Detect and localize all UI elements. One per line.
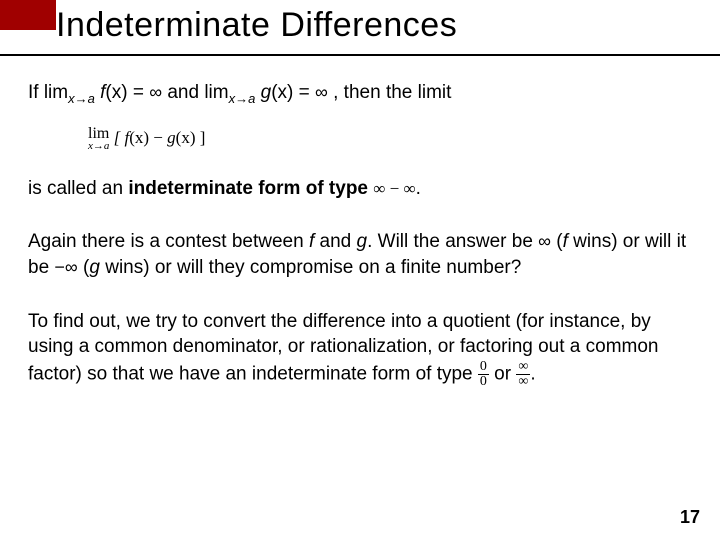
text: wins) or will they compromise on a finit… bbox=[100, 257, 521, 278]
text: ( bbox=[551, 231, 563, 252]
para-contest: Again there is a contest between f and g… bbox=[28, 229, 692, 280]
line-indeterminate-type: is called an indeterminate form of type … bbox=[28, 176, 692, 202]
text: is called an bbox=[28, 178, 128, 199]
slide-body: If limx→a f(x) = ∞ and limx→a g(x) = ∞ ,… bbox=[0, 80, 720, 389]
text: . bbox=[530, 363, 535, 384]
slide-title: Indeterminate Differences bbox=[56, 6, 457, 45]
g-var: g bbox=[89, 257, 100, 278]
infinity-minus-infinity: ∞ − ∞ bbox=[373, 179, 415, 198]
infinity-symbol: ∞ bbox=[315, 82, 328, 102]
text: Again there is a contest between bbox=[28, 231, 309, 252]
line-premise: If limx→a f(x) = ∞ and limx→a g(x) = ∞ ,… bbox=[28, 80, 692, 107]
page-number: 17 bbox=[680, 507, 700, 528]
fraction-inf-inf: ∞∞ bbox=[516, 360, 530, 389]
bold-term: indeterminate form of type bbox=[128, 178, 373, 199]
accent-block bbox=[0, 0, 56, 30]
text: (x) = bbox=[105, 82, 149, 103]
g-var: g bbox=[357, 231, 368, 252]
text: ( bbox=[78, 257, 90, 278]
neg-infinity-symbol: −∞ bbox=[54, 257, 77, 277]
title-bar: Indeterminate Differences bbox=[0, 0, 720, 56]
infinity-symbol: ∞ bbox=[149, 82, 162, 102]
text: , then the limit bbox=[328, 82, 452, 103]
limit-expression: lim x→a [ f(x) − g(x) ] bbox=[28, 125, 692, 151]
text: . bbox=[416, 178, 421, 199]
para-method: To find out, we try to convert the diffe… bbox=[28, 309, 692, 389]
limit-display: lim x→a [ f(x) − g(x) ] bbox=[88, 128, 205, 147]
g-var: g bbox=[255, 82, 271, 103]
infinity-symbol: ∞ bbox=[538, 231, 551, 251]
fraction-zero-zero: 00 bbox=[478, 360, 489, 389]
limit-subscript: x→a bbox=[229, 91, 256, 106]
text: and lim bbox=[162, 82, 229, 103]
text: and bbox=[314, 231, 356, 252]
text: . Will the answer be bbox=[367, 231, 538, 252]
limit-subscript: x→a bbox=[68, 91, 95, 106]
text: If lim bbox=[28, 82, 68, 103]
text: (x) = bbox=[271, 82, 315, 103]
text: To find out, we try to convert the diffe… bbox=[28, 311, 659, 385]
text: or bbox=[489, 363, 516, 384]
f-var: f bbox=[95, 82, 106, 103]
